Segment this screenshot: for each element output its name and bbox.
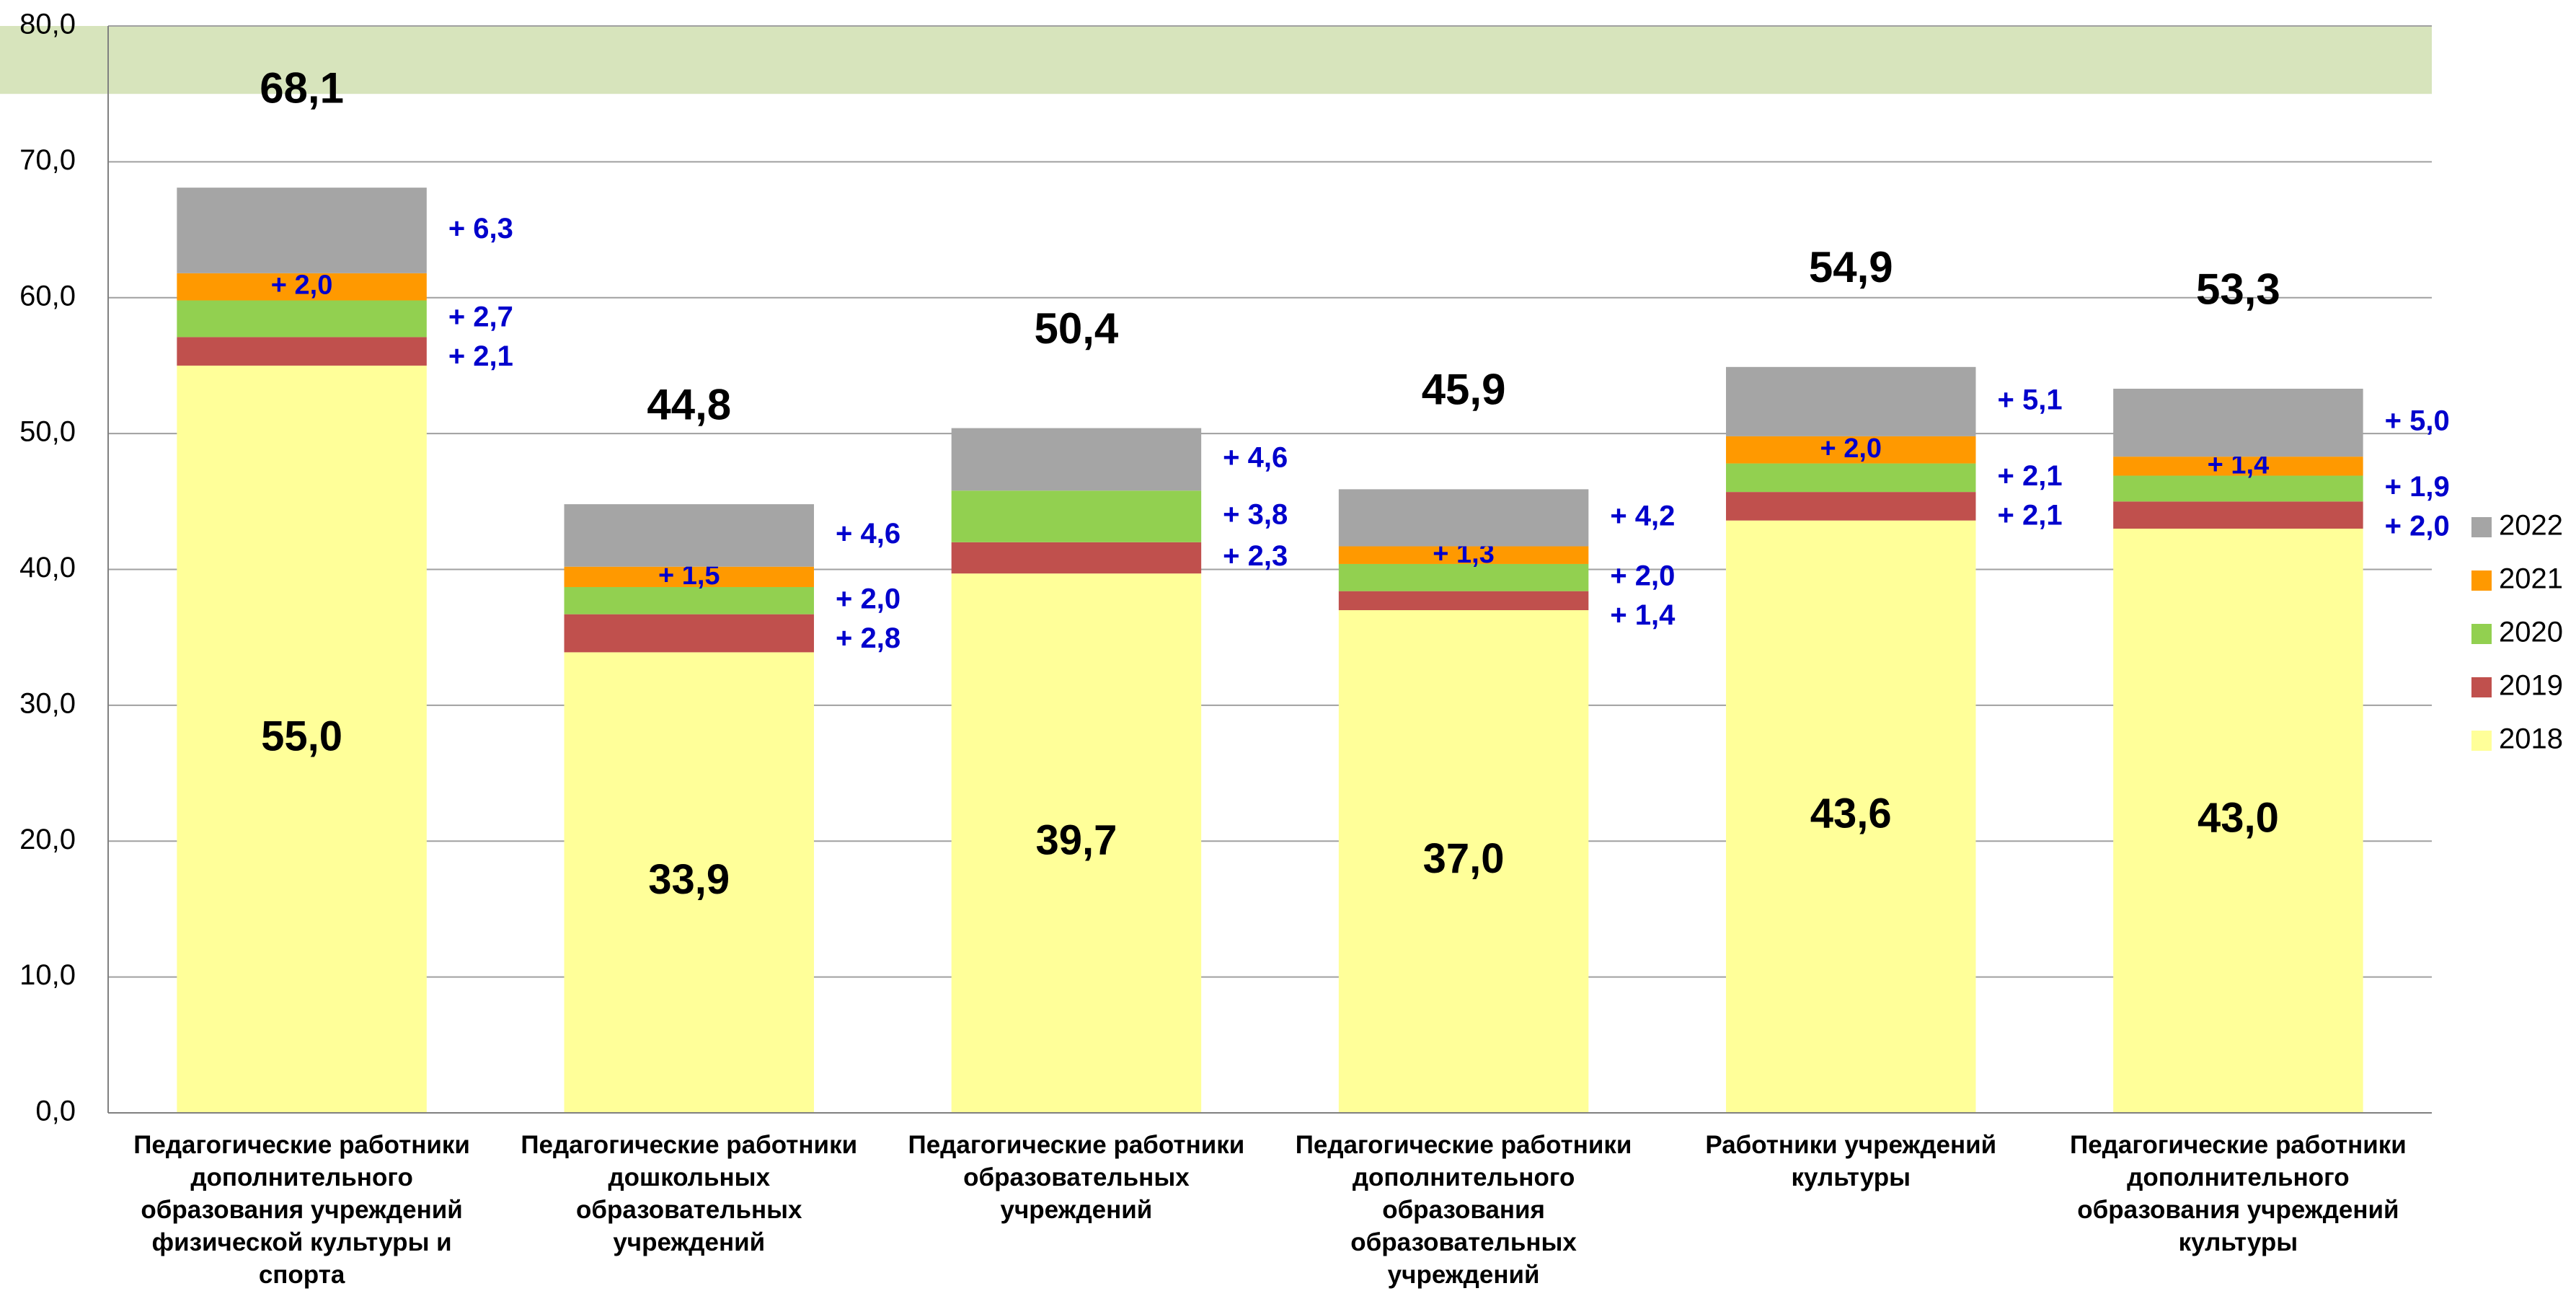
- page: 0,0 10,0 20,0 30,0 40,0 50,0 60,0 70,0 80,0 55,0 +…: [0, 8, 2563, 1289]
- total-label: 54,9: [1809, 243, 1893, 291]
- bar-segment: [1338, 563, 1589, 591]
- segment-label: + 2,0: [836, 583, 900, 614]
- bar-segment: [951, 542, 1202, 574]
- bar-segment: [2113, 475, 2363, 502]
- bar-segment: [1726, 492, 1976, 521]
- legend-label: 2021: [2499, 563, 2563, 595]
- x-tick-label: Педагогические работники дополнительного…: [1295, 1131, 1632, 1289]
- highlight-band: [0, 26, 2432, 94]
- total-label: 68,1: [260, 63, 344, 112]
- bar-segment: [1338, 610, 1589, 1113]
- segment-label: + 2,0: [2385, 511, 2450, 542]
- y-tick-label: 20,0: [19, 824, 76, 855]
- legend-label: 2022: [2499, 510, 2563, 542]
- segment-label: + 2,1: [448, 340, 513, 372]
- segment-label: 43,0: [2197, 794, 2279, 841]
- segment-label: + 2,0: [1610, 560, 1675, 591]
- bar-segment: [2113, 457, 2363, 476]
- segment-label: 33,9: [648, 856, 730, 903]
- total-label: 44,8: [647, 380, 731, 428]
- total-label: 45,9: [1422, 366, 1506, 414]
- bar-segment: [951, 490, 1202, 542]
- total-label: 53,3: [2196, 265, 2280, 313]
- bar-segment: [951, 573, 1202, 1113]
- segment-label: + 1,9: [2385, 471, 2450, 503]
- x-tick-label: Педагогические работники образовательных…: [908, 1131, 1245, 1224]
- segment-label: + 4,2: [1610, 500, 1675, 532]
- x-tick-label: Педагогические работники дополнительного…: [2070, 1131, 2407, 1256]
- x-tick-label: Педагогические работники дополнительного…: [133, 1131, 470, 1289]
- legend-label: 2018: [2499, 723, 2563, 755]
- bar-segment: [951, 428, 1202, 491]
- segment-label: + 2,1: [1997, 500, 2062, 532]
- bar-segment: [177, 273, 427, 301]
- segment-label: + 2,8: [836, 622, 900, 654]
- legend-swatch: [2471, 677, 2492, 697]
- bar-segment: [177, 365, 427, 1113]
- legend-swatch: [2471, 731, 2492, 751]
- x-tick-label: Работники учреждений культуры: [1705, 1131, 1997, 1191]
- y-tick-label: 60,0: [19, 280, 76, 312]
- legend-swatch: [2471, 570, 2492, 591]
- y-tick-label: 30,0: [19, 687, 76, 719]
- bar-segment: [564, 566, 814, 587]
- chart: 0,0 10,0 20,0 30,0 40,0 50,0 60,0 70,0 80,0 55,0 +…: [0, 9, 2563, 1127]
- legend-swatch: [2471, 624, 2492, 644]
- y-tick-label: 10,0: [19, 959, 76, 991]
- x-tick-label: Педагогические работники дошкольных обра…: [521, 1131, 858, 1256]
- segment-label: + 2,0: [271, 270, 333, 301]
- bar-segment: [177, 300, 427, 338]
- bar-segment: [1726, 366, 1976, 436]
- segment-label: + 3,8: [1223, 499, 1288, 531]
- segment-label: 55,0: [261, 713, 342, 759]
- segment-label: + 1,4: [1610, 599, 1676, 631]
- bar-segment: [2113, 388, 2363, 457]
- segment-label: + 4,6: [1223, 441, 1288, 473]
- segment-label: + 6,3: [448, 213, 513, 244]
- bar-segment: [564, 614, 814, 653]
- legend-swatch: [2471, 517, 2492, 537]
- bar-segment: [2113, 501, 2363, 529]
- bar-segment: [177, 337, 427, 366]
- y-tick-label: 70,0: [19, 144, 76, 176]
- segment-label: 43,6: [1810, 790, 1892, 837]
- bar-segment: [177, 188, 427, 273]
- bar-segment: [1726, 463, 1976, 493]
- bar-segment: [2113, 528, 2363, 1113]
- segment-label: + 2,0: [1820, 433, 1882, 464]
- segment-label: + 5,0: [2385, 405, 2450, 437]
- legend-label: 2019: [2499, 670, 2563, 702]
- y-tick-label: 0,0: [35, 1096, 76, 1127]
- bar-segment: [1338, 591, 1589, 611]
- bar-segment: [1726, 436, 1976, 464]
- total-label: 50,4: [1035, 304, 1119, 353]
- bar-segment: [1338, 489, 1589, 547]
- y-tick-label: 40,0: [19, 552, 76, 583]
- bar-segment: [564, 586, 814, 614]
- y-tick-label: 80,0: [19, 9, 76, 40]
- bar-segment: [564, 652, 814, 1113]
- y-tick-label: 50,0: [19, 416, 76, 448]
- bar-segment: [564, 504, 814, 567]
- segment-label: + 5,1: [1997, 384, 2062, 415]
- segment-label: + 2,1: [1997, 460, 2062, 492]
- segment-label: + 4,6: [836, 518, 900, 550]
- bar-segment: [1338, 546, 1589, 564]
- segment-label: + 2,7: [448, 301, 513, 333]
- segment-label: 37,0: [1423, 835, 1505, 882]
- bar-segment: [1726, 520, 1976, 1113]
- legend-label: 2020: [2499, 617, 2563, 648]
- segment-label: 39,7: [1035, 816, 1117, 863]
- segment-label: + 2,3: [1223, 540, 1288, 572]
